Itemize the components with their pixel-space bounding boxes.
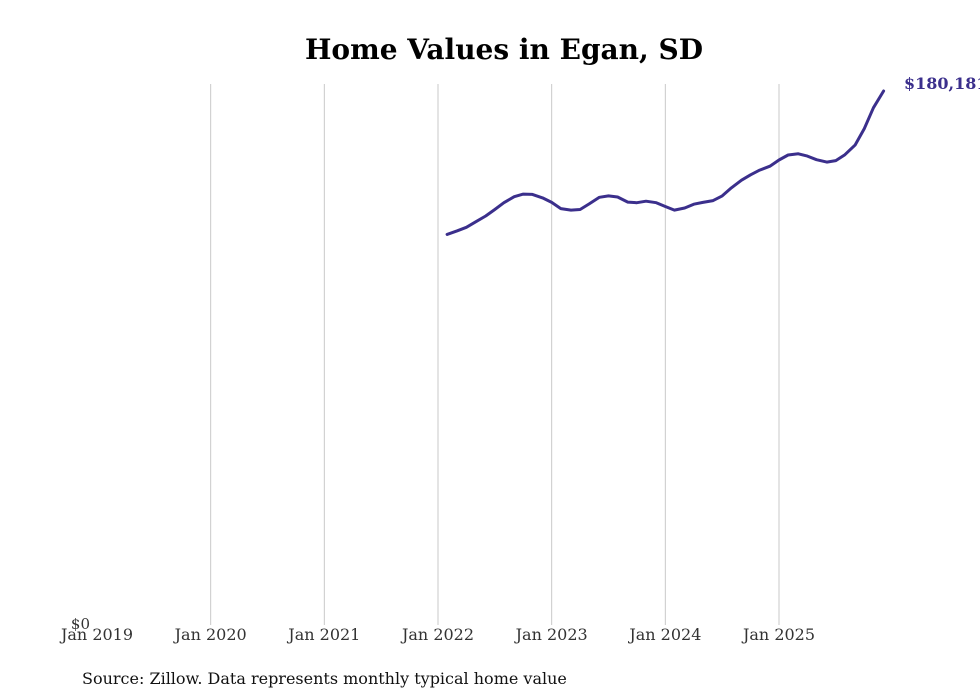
y-axis-zero-label: $0 (71, 615, 90, 633)
x-axis-ticks: Jan 2019 Jan 2020 Jan 2021 Jan 2022 Jan 2023… (59, 625, 815, 644)
x-tick-jan-2023: Jan 2023 (514, 625, 588, 644)
x-tick-jan-2020: Jan 2020 (173, 625, 247, 644)
home-value-line (445, 89, 886, 236)
x-tick-jan-2022: Jan 2022 (400, 625, 474, 644)
x-tick-jan-2019: Jan 2019 (59, 625, 133, 644)
source-note: Source: Zillow. Data represents monthly … (82, 669, 567, 688)
x-tick-jan-2025: Jan 2025 (741, 625, 815, 644)
latest-value-label: $180,181 (904, 74, 980, 93)
x-tick-jan-2024: Jan 2024 (627, 625, 701, 644)
chart-title: Home Values in Egan, SD (305, 33, 703, 66)
gridlines (210, 84, 780, 625)
x-tick-jan-2021: Jan 2021 (286, 625, 360, 644)
